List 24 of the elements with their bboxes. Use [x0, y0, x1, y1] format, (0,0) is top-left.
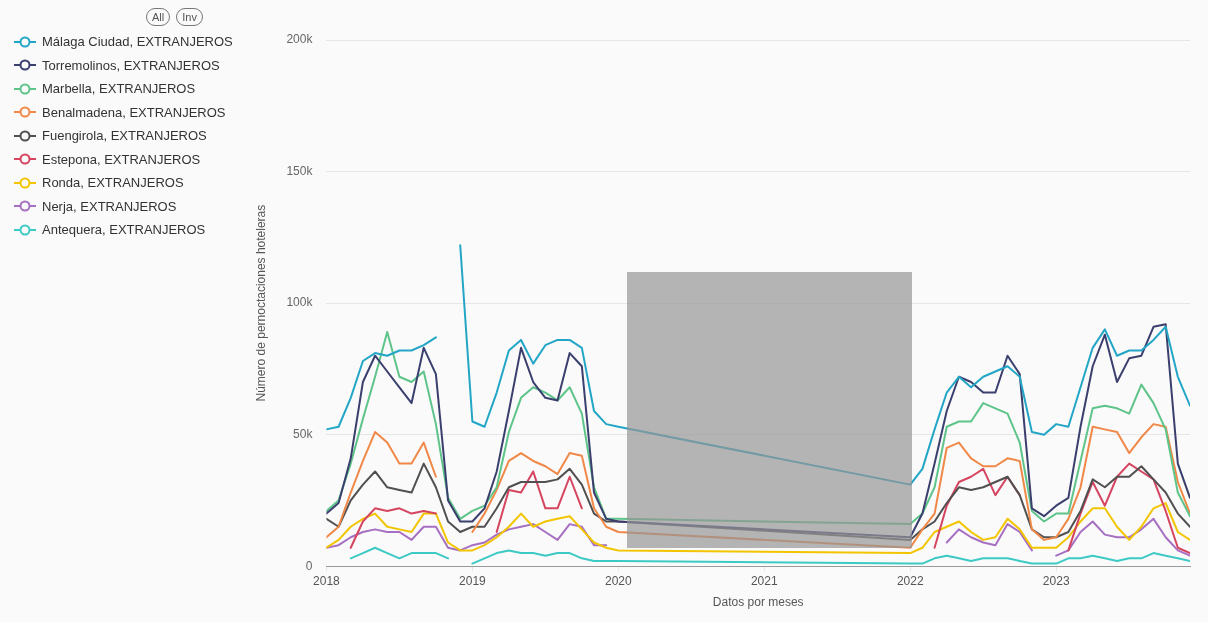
- legend-label: Torremolinos, EXTRANJEROS: [42, 57, 220, 73]
- x-tick-label: 2020: [604, 573, 633, 588]
- x-axis-title: Datos por meses: [712, 595, 804, 610]
- legend-label: Benalmadena, EXTRANJEROS: [42, 104, 226, 120]
- y-tick-label: 0: [305, 558, 313, 573]
- y-tick-label: 150k: [286, 163, 314, 178]
- x-tick-label: 2018: [313, 573, 341, 588]
- legend-label: Estepona, EXTRANJEROS: [42, 151, 201, 167]
- legend-label: Nerja, EXTRANJEROS: [42, 198, 177, 214]
- legend-label: Ronda, EXTRANJEROS: [42, 175, 184, 191]
- y-tick-label: 100k: [286, 295, 314, 310]
- legend-label: Antequera, EXTRANJEROS: [42, 222, 206, 238]
- y-axis-title: Número de pernoctaciones hoteleras: [253, 204, 268, 402]
- x-tick-label: 2019: [459, 573, 487, 588]
- legend-label: Málaga Ciudad, EXTRANJEROS: [42, 34, 233, 50]
- text: Inv: [176, 8, 203, 26]
- x-tick-label: 2023: [1042, 573, 1070, 588]
- y-tick-label: 50k: [293, 426, 314, 441]
- legend-label: Marbella, EXTRANJEROS: [42, 81, 196, 97]
- text: All: [146, 8, 171, 26]
- x-tick-label: 2022: [896, 573, 924, 588]
- legend-label: Fuengirola, EXTRANJEROS: [42, 128, 207, 144]
- x-tick-label: 2021: [750, 573, 778, 588]
- y-tick-label: 200k: [286, 32, 314, 47]
